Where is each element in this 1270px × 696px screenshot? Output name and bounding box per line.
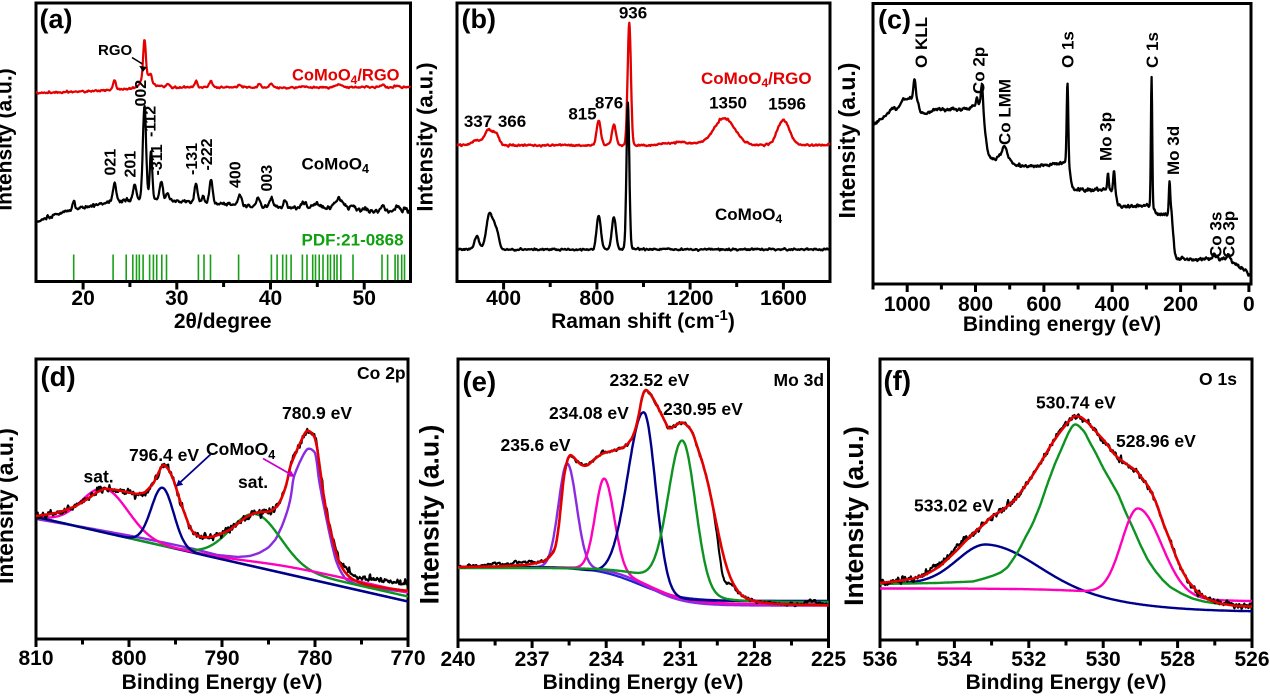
svg-text:Intensity (a.u.): Intensity (a.u.) bbox=[413, 62, 438, 211]
svg-text:Co 3p: Co 3p bbox=[1220, 211, 1239, 258]
svg-text:sat.: sat. bbox=[238, 472, 268, 492]
svg-text:Intensity (a.u.): Intensity (a.u.) bbox=[0, 428, 18, 584]
svg-text:800: 800 bbox=[958, 293, 993, 316]
svg-text:Co 2p: Co 2p bbox=[357, 363, 406, 383]
svg-text:228: 228 bbox=[737, 648, 772, 671]
svg-text:(f): (f) bbox=[884, 365, 911, 396]
svg-text:Binding Energy (eV): Binding Energy (eV) bbox=[966, 671, 1167, 694]
svg-text:-131: -131 bbox=[184, 143, 201, 175]
svg-text:770: 770 bbox=[390, 647, 425, 670]
svg-text:20: 20 bbox=[71, 287, 94, 310]
svg-text:CoMoO4: CoMoO4 bbox=[206, 439, 275, 462]
svg-text:sat.: sat. bbox=[84, 467, 114, 487]
svg-text:(d): (d) bbox=[41, 361, 76, 392]
svg-text:234: 234 bbox=[589, 648, 624, 671]
svg-text:780.9 eV: 780.9 eV bbox=[282, 403, 352, 423]
svg-text:1596: 1596 bbox=[768, 95, 806, 114]
svg-text:40: 40 bbox=[259, 287, 282, 310]
svg-text:796.4 eV: 796.4 eV bbox=[129, 445, 199, 465]
svg-text:CoMoO4: CoMoO4 bbox=[302, 155, 369, 177]
svg-text:534: 534 bbox=[937, 648, 972, 671]
svg-text:Co 2p: Co 2p bbox=[970, 47, 989, 94]
svg-text:530: 530 bbox=[1086, 648, 1121, 671]
svg-text:528: 528 bbox=[1160, 648, 1195, 671]
svg-text:337: 337 bbox=[464, 112, 492, 131]
svg-text:CoMoO4: CoMoO4 bbox=[715, 205, 782, 226]
svg-text:50: 50 bbox=[353, 287, 376, 310]
svg-text:800: 800 bbox=[111, 647, 146, 670]
svg-text:235.6 eV: 235.6 eV bbox=[501, 435, 571, 455]
svg-text:O KLL: O KLL bbox=[912, 17, 931, 68]
svg-text:232.52 eV: 232.52 eV bbox=[610, 370, 690, 390]
svg-text:231: 231 bbox=[663, 648, 698, 671]
svg-text:528.96 eV: 528.96 eV bbox=[1116, 431, 1196, 451]
svg-text:021: 021 bbox=[102, 149, 119, 176]
svg-text:Binding energy (eV): Binding energy (eV) bbox=[963, 313, 1161, 336]
svg-text:003: 003 bbox=[259, 165, 276, 192]
svg-text:O 1s: O 1s bbox=[1059, 31, 1078, 68]
svg-text:936: 936 bbox=[619, 4, 647, 23]
svg-text:O 1s: O 1s bbox=[1199, 369, 1237, 389]
svg-text:240: 240 bbox=[440, 648, 475, 671]
svg-text:815: 815 bbox=[568, 105, 596, 124]
svg-text:526: 526 bbox=[1234, 648, 1269, 671]
svg-text:400: 400 bbox=[227, 161, 244, 188]
svg-text:Mo 3d: Mo 3d bbox=[1164, 126, 1183, 175]
svg-text:876: 876 bbox=[595, 94, 623, 113]
svg-text:Intensity (a.u.): Intensity (a.u.) bbox=[839, 426, 869, 606]
svg-text:201: 201 bbox=[122, 151, 139, 178]
svg-text:-311: -311 bbox=[149, 144, 166, 175]
svg-text:-112: -112 bbox=[142, 106, 159, 137]
svg-text:CoMoO4/RGO: CoMoO4/RGO bbox=[292, 67, 400, 88]
svg-text:533.02 eV: 533.02 eV bbox=[914, 496, 994, 516]
svg-text:600: 600 bbox=[1026, 293, 1061, 316]
svg-text:Binding Energy (eV): Binding Energy (eV) bbox=[122, 671, 323, 694]
svg-text:2θ/degree: 2θ/degree bbox=[174, 310, 272, 333]
svg-text:0: 0 bbox=[1243, 293, 1255, 316]
svg-text:Mo 3d: Mo 3d bbox=[774, 370, 825, 390]
svg-text:800: 800 bbox=[579, 287, 614, 310]
svg-text:1600: 1600 bbox=[760, 287, 807, 310]
svg-text:-222: -222 bbox=[199, 138, 216, 170]
svg-text:810: 810 bbox=[18, 647, 53, 670]
svg-text:(c): (c) bbox=[878, 5, 911, 35]
svg-text:366: 366 bbox=[498, 112, 526, 131]
svg-text:Co LMM: Co LMM bbox=[996, 79, 1015, 145]
svg-text:RGO: RGO bbox=[98, 42, 133, 59]
svg-text:780: 780 bbox=[297, 647, 332, 670]
svg-text:230.95 eV: 230.95 eV bbox=[663, 399, 743, 419]
svg-text:1200: 1200 bbox=[667, 287, 714, 310]
svg-text:225: 225 bbox=[811, 648, 846, 671]
svg-text:530.74 eV: 530.74 eV bbox=[1036, 393, 1116, 413]
svg-text:1350: 1350 bbox=[709, 94, 747, 113]
svg-text:Raman shift (cm-1): Raman shift (cm-1) bbox=[551, 307, 735, 333]
svg-text:002: 002 bbox=[133, 80, 150, 107]
svg-text:Intensity (a.u.): Intensity (a.u.) bbox=[415, 425, 445, 605]
svg-text:PDF:21-0868: PDF:21-0868 bbox=[302, 231, 404, 250]
svg-text:Intensity (a.u.): Intensity (a.u.) bbox=[0, 68, 17, 210]
svg-text:400: 400 bbox=[486, 287, 521, 310]
svg-text:1000: 1000 bbox=[884, 293, 931, 316]
svg-text:(e): (e) bbox=[463, 366, 497, 397]
svg-text:200: 200 bbox=[1163, 293, 1198, 316]
svg-text:C 1s: C 1s bbox=[1143, 32, 1162, 68]
svg-text:234.08 eV: 234.08 eV bbox=[549, 403, 629, 423]
svg-text:Intensity (a.u.): Intensity (a.u.) bbox=[834, 63, 860, 219]
svg-text:400: 400 bbox=[1095, 293, 1130, 316]
svg-text:532: 532 bbox=[1011, 648, 1046, 671]
svg-text:CoMoO4/RGO: CoMoO4/RGO bbox=[701, 69, 812, 90]
svg-text:790: 790 bbox=[204, 647, 239, 670]
svg-text:Co 3s: Co 3s bbox=[1207, 212, 1226, 258]
svg-text:536: 536 bbox=[862, 648, 897, 671]
svg-text:237: 237 bbox=[515, 648, 550, 671]
svg-text:Binding Energy (eV): Binding Energy (eV) bbox=[543, 671, 744, 694]
svg-text:30: 30 bbox=[165, 287, 188, 310]
svg-text:(b): (b) bbox=[462, 4, 496, 34]
svg-text:(a): (a) bbox=[40, 4, 73, 34]
svg-text:Mo 3p: Mo 3p bbox=[1097, 112, 1116, 161]
